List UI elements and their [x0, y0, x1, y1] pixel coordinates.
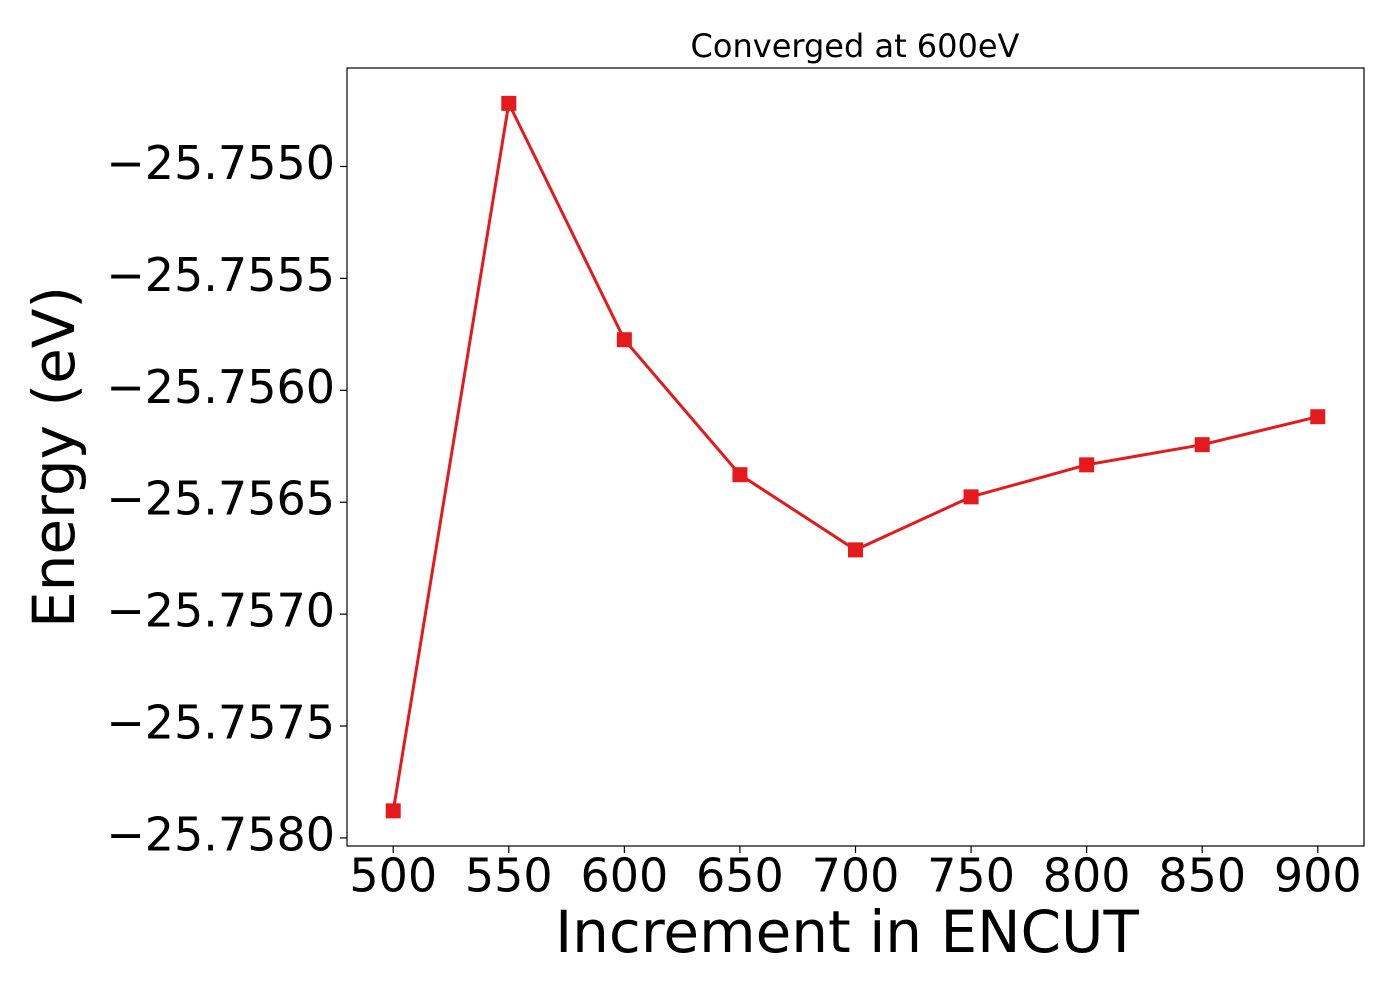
x-tick-label: 850: [1158, 849, 1246, 903]
x-tick-label: 900: [1274, 849, 1362, 903]
marker: [1310, 409, 1326, 425]
y-tick-label: −25.7575: [106, 696, 335, 750]
y-tick-label: −25.7560: [106, 360, 335, 414]
marker: [385, 803, 401, 819]
chart-title: Converged at 600eV: [691, 27, 1020, 65]
x-tick-label: 500: [349, 849, 437, 903]
y-tick-label: −25.7580: [106, 807, 335, 861]
marker: [1194, 437, 1210, 453]
series-line: [391, 98, 1319, 812]
marker: [1079, 457, 1095, 473]
x-tick-label: 600: [580, 849, 668, 903]
marker: [501, 95, 517, 111]
marker: [963, 489, 979, 505]
plot-frame: [346, 67, 1365, 847]
y-tick-label: −25.7565: [106, 472, 335, 526]
x-tick-label: 800: [1043, 849, 1131, 903]
y-axis-label: Energy (eV): [20, 286, 88, 628]
marker: [848, 542, 863, 558]
marker: [616, 332, 632, 348]
x-tick-label: 650: [696, 849, 784, 903]
y-tick-label: −25.7555: [106, 248, 335, 302]
y-tick-label: −25.7550: [106, 136, 335, 190]
x-tick-label: 550: [465, 849, 553, 903]
x-tick-label: 750: [927, 849, 1015, 903]
x-axis-label: Increment in ENCUT: [555, 898, 1139, 966]
x-tick-label: 700: [812, 849, 900, 903]
y-tick-label: −25.7570: [106, 584, 335, 638]
marker: [732, 467, 748, 483]
